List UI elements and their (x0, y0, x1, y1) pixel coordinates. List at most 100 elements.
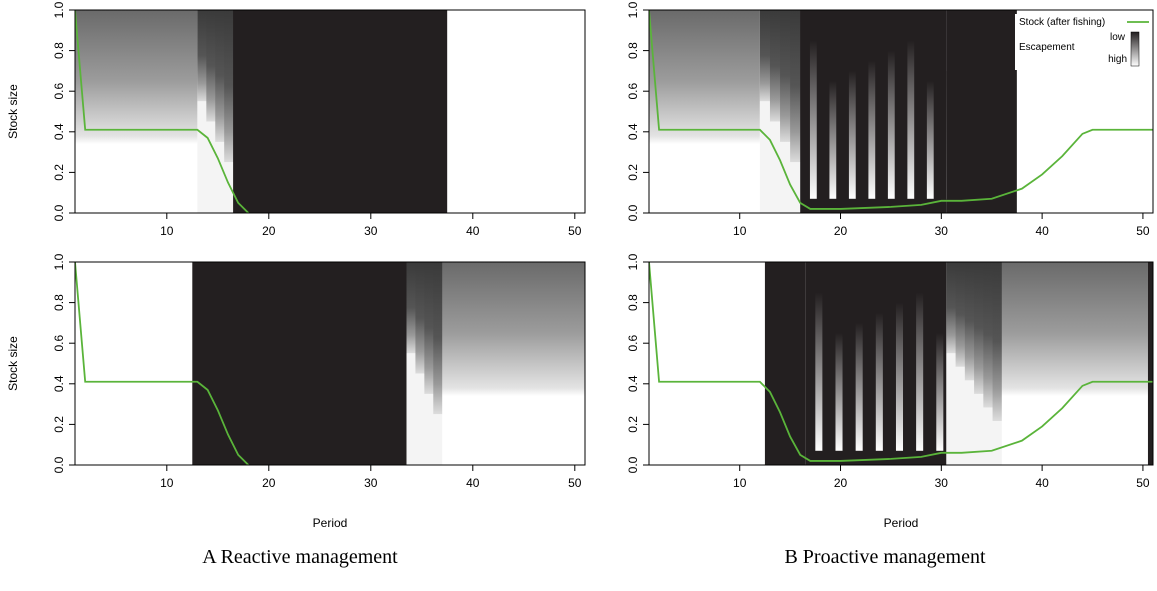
heat-cell (964, 380, 975, 465)
y-tick-label: 0.0 (626, 456, 640, 473)
y-tick-label: 1.0 (52, 253, 66, 270)
panel-B-top: 0.0 0.2 0.4 0.6 0.8 1.0 10 20 30 40 50 Stock (after… (626, 1, 1154, 238)
y-tick-label: 0.8 (52, 42, 66, 59)
heat-cell (790, 10, 801, 163)
y-tick-label: 0.4 (52, 123, 66, 140)
plot-frame (648, 9, 1154, 214)
x-tick-label: 30 (364, 476, 378, 490)
heat-cell (769, 121, 781, 213)
heat-cell (415, 373, 425, 465)
heat-cell (964, 262, 975, 381)
legend-escapement-label: Escapement (1019, 42, 1075, 53)
heat-cell (406, 262, 416, 354)
x-tick-label: 50 (1136, 224, 1150, 238)
heat-cell (215, 10, 225, 142)
x-tick-label: 20 (834, 224, 848, 238)
heat-segment-dark (1147, 262, 1153, 465)
heat-cell (955, 366, 966, 465)
x-tick-label: 50 (568, 224, 582, 238)
heat-segment-white (447, 10, 585, 213)
heat-segment-gradient (649, 10, 760, 213)
heat-cell (992, 262, 1003, 422)
y-tick-label: 0.6 (626, 83, 640, 100)
legend: Stock (after fishing) Escapement low high (1015, 14, 1151, 70)
heat-cell (974, 393, 984, 465)
heat-stripe (848, 70, 856, 199)
heatmap-body (75, 262, 585, 465)
y-tick-label: 0.8 (626, 42, 640, 59)
heat-cell (415, 262, 425, 374)
x-tick-label: 10 (160, 224, 174, 238)
x-axis-label: Period (884, 516, 919, 530)
y-tick-label: 1.0 (626, 1, 640, 18)
heat-cell (433, 414, 443, 465)
heat-stripe (916, 292, 924, 451)
heat-cell (406, 353, 416, 465)
heatmap-body (75, 10, 585, 213)
y-tick-label: 0.0 (626, 204, 640, 221)
x-axis-label: Period (313, 516, 348, 530)
heat-segment-dark (192, 262, 407, 465)
heat-stripe (809, 40, 817, 199)
plot-frame (74, 261, 586, 466)
heat-cell (983, 262, 994, 408)
plot-frame (74, 9, 586, 214)
x-tick-label: 40 (1035, 476, 1049, 490)
heat-cell (769, 10, 781, 122)
heat-cell (759, 10, 771, 102)
heat-stripe (895, 302, 904, 451)
y-tick-label: 0.6 (52, 83, 66, 100)
heat-cell (433, 262, 443, 415)
heat-stripe (887, 50, 895, 199)
heat-cell (974, 262, 984, 394)
heat-cell (224, 162, 234, 213)
heat-cell (197, 101, 207, 213)
heat-stripe (829, 81, 837, 199)
y-tick-label: 0.6 (626, 335, 640, 352)
heat-stripe (926, 81, 934, 199)
heat-stripe (815, 292, 823, 451)
heat-segment-gradient (1001, 262, 1148, 465)
heat-cell (197, 10, 207, 102)
caption-proactive: B Proactive management (784, 546, 986, 568)
y-tick-label: 0.8 (52, 294, 66, 311)
heat-stripe (907, 40, 915, 199)
x-tick-label: 20 (262, 476, 276, 490)
heat-stripe (868, 60, 876, 199)
y-tick-label: 1.0 (52, 1, 66, 18)
y-tick-label: 0.2 (52, 416, 66, 433)
heat-cell (790, 162, 801, 213)
heat-cell (206, 121, 216, 213)
heat-stripe (835, 333, 843, 451)
y-tick-label: 0.0 (52, 456, 66, 473)
heat-cell (983, 407, 994, 465)
heat-cell (780, 141, 791, 213)
y-tick-label: 0.2 (626, 416, 640, 433)
heat-cell (206, 10, 216, 122)
stock-line (75, 262, 250, 465)
heat-segment-dark (946, 10, 1017, 213)
panel-B-bottom: 0.0 0.2 0.4 0.6 0.8 1.0 10 20 30 40 50 Period (626, 253, 1154, 530)
heat-cell (780, 10, 791, 142)
x-tick-label: 40 (466, 476, 480, 490)
x-tick-label: 30 (935, 476, 949, 490)
x-tick-label: 50 (568, 476, 582, 490)
x-tick-label: 10 (160, 476, 174, 490)
heat-cell (946, 262, 957, 354)
heat-segment-gradient (75, 10, 198, 213)
heat-segment-white (75, 262, 193, 465)
stock-line (649, 262, 1153, 462)
y-tick-label: 0.2 (626, 164, 640, 181)
heat-cell (424, 393, 434, 465)
stock-line (75, 10, 250, 213)
y-tick-label: 0.4 (52, 375, 66, 392)
legend-line-label: Stock (after fishing) (1019, 17, 1105, 28)
heat-cell (424, 262, 434, 394)
heat-cell (946, 353, 957, 465)
heat-cell (992, 421, 1003, 465)
heat-cell (955, 262, 966, 367)
legend-box (1015, 14, 1151, 70)
caption-reactive: A Reactive management (202, 546, 398, 568)
x-tick-label: 20 (834, 476, 848, 490)
